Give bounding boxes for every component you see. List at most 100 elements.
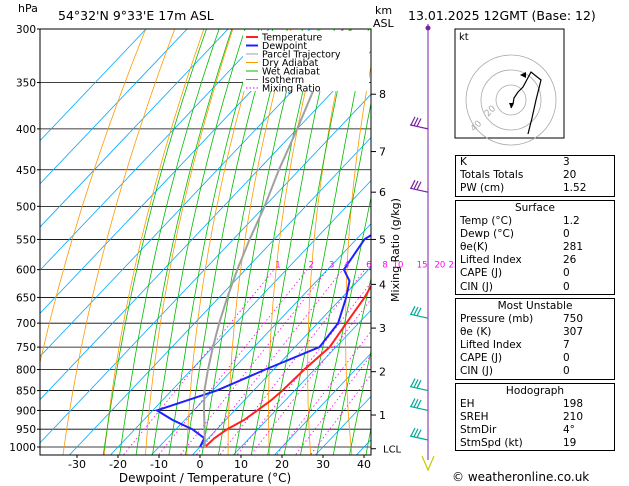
hodograph_stats-value: 4° — [563, 424, 575, 436]
most_unstable-label: θe (K) — [460, 325, 492, 338]
hodograph_stats-row: StmSpd (kt) 19 — [456, 437, 614, 450]
series-temperature — [204, 284, 371, 448]
indices-label: K — [460, 156, 467, 168]
mixing-ratio-label: 20 — [434, 261, 445, 271]
surface-row: CAPE (J) 0 — [456, 267, 614, 280]
pressure-tick-label: 950 — [16, 424, 36, 436]
series-dewpoint — [154, 234, 371, 448]
isotherm-0 — [191, 266, 371, 455]
legend-entry: Wet Adiabat — [262, 67, 320, 78]
indices-row: PW (cm) 1.52 — [456, 182, 614, 195]
indices-value: 3 — [563, 156, 570, 168]
hodograph: kt 20 40 — [454, 28, 565, 146]
mixing-ratio-label: 15 — [417, 261, 428, 271]
wet-adiabat--4 — [168, 29, 260, 455]
height-tick-label: 2 — [379, 366, 386, 379]
most_unstable-value: 0 — [563, 365, 570, 378]
pressure-tick-label: 400 — [16, 124, 36, 136]
height-unit-asl: ASL — [373, 17, 395, 30]
most_unstable-label: Lifted Index — [460, 339, 522, 352]
dry-adiabat-270 — [186, 29, 263, 455]
most_unstable-value: 750 — [563, 312, 584, 325]
pressure-tick-label: 300 — [16, 24, 36, 36]
hodograph-storm-marker — [520, 72, 526, 78]
legend-entry: Temperature — [261, 33, 322, 44]
isotherm--50 — [40, 50, 371, 401]
height-tick-label: 5 — [379, 233, 386, 246]
mixing-ratio-label: 4 — [344, 261, 349, 271]
surface-row: CIN (J) 0 — [456, 281, 614, 294]
isotherm--60 — [40, 29, 352, 358]
wet-adiabat--20 — [102, 29, 207, 455]
wind-barb — [409, 398, 429, 412]
hodograph_stats-label: StmDir — [460, 424, 497, 436]
mixing-ratio-line-20 — [294, 354, 371, 455]
pressure-tick-label: 650 — [16, 292, 36, 304]
legend-entry: Isotherm — [262, 75, 304, 86]
datetime-label: 13.01.2025 12GMT (Base: 12) — [408, 8, 596, 23]
most_unstable-row: CAPE (J) 0 — [456, 352, 614, 365]
surface-row: Lifted Index 26 — [456, 254, 614, 267]
mixing-ratio-label: 10 — [393, 261, 404, 271]
mixing-ratio-label: 1 — [275, 261, 280, 271]
mixing-ratio-label: 6 — [366, 261, 371, 271]
pressure-tick-label: 500 — [16, 201, 36, 213]
dry-adiabat-240 — [62, 29, 176, 455]
most_unstable-value: 7 — [563, 339, 570, 352]
wet-adiabat-24 — [283, 29, 369, 455]
isotherm-10 — [232, 309, 371, 455]
hodograph_stats-row: SREH 210 — [456, 411, 614, 424]
wet-adiabat-28 — [300, 101, 371, 455]
hodograph-trace — [510, 71, 542, 135]
wind-surface-marker — [421, 455, 435, 472]
height-tick-label: 6 — [379, 186, 386, 199]
mixing-ratio-line-6 — [219, 269, 366, 455]
x-axis-label: Dewpoint / Temperature (°C) — [119, 471, 291, 485]
wet-adiabat--8 — [152, 29, 246, 455]
pressure-tick-label: 800 — [16, 365, 36, 377]
height-unit-km: km — [375, 4, 392, 17]
pressure-tick-label: 550 — [16, 234, 36, 246]
isotherm--90 — [40, 29, 229, 228]
wind-barb — [409, 116, 429, 130]
most_unstable-value: 307 — [563, 325, 584, 338]
most_unstable-row: CIN (J) 0 — [456, 365, 614, 378]
wet-adiabat-32 — [316, 195, 371, 455]
hodograph-unit: kt — [459, 32, 469, 43]
index-box: K 3 Totals Totals 20 PW (cm) 1.52 — [455, 155, 615, 197]
legend-entry: Mixing Ratio — [262, 84, 321, 95]
indices-value: 1.52 — [563, 182, 587, 195]
temperature-tick-label: 20 — [275, 458, 289, 471]
wind-barb — [409, 427, 429, 441]
hodograph_stats-value: 19 — [563, 437, 577, 450]
hodograph-stats-title: Hodograph — [505, 384, 565, 397]
mixing-ratio-line-3 — [179, 269, 329, 455]
footer-credit: © weatheronline.co.uk — [452, 470, 590, 484]
surface-box: Surface Temp (°C) 1.2 Dewp (°C) 0 θe(K) 281 Li… — [455, 199, 615, 295]
wind-barb — [409, 305, 429, 319]
series-parcel-trajectory — [202, 29, 344, 448]
most_unstable-value: 0 — [563, 352, 570, 365]
wet-adiabat-40 — [349, 349, 371, 455]
mixing-ratio-label: 2 — [308, 261, 313, 271]
isotherm--70 — [40, 29, 311, 314]
temperature-tick-label: 40 — [357, 458, 371, 471]
wet-adiabat--16 — [119, 29, 220, 455]
indices-label: PW (cm) — [460, 182, 505, 195]
legend-entry: Parcel Trajectory — [262, 50, 341, 61]
most_unstable-label: CAPE (J) — [460, 352, 503, 365]
surface-value: 0 — [563, 267, 570, 280]
hodograph-surface-marker — [509, 103, 514, 108]
dry-adiabat-310 — [345, 63, 371, 455]
temperature-tick-label: -10 — [150, 458, 168, 471]
temperature-tick-label: -20 — [109, 458, 127, 471]
dry-adiabat-230 — [40, 29, 147, 365]
surface-label: θe(K) — [460, 240, 488, 253]
isotherm--40 — [40, 93, 371, 444]
dry-adiabat-290 — [268, 29, 321, 455]
surface-row: Dewp (°C) 0 — [456, 228, 614, 241]
hodograph_stats-row: StmDir 4° — [456, 424, 614, 437]
surface-value: 26 — [563, 254, 577, 267]
surface-row: θe(K) 281 — [456, 241, 614, 254]
